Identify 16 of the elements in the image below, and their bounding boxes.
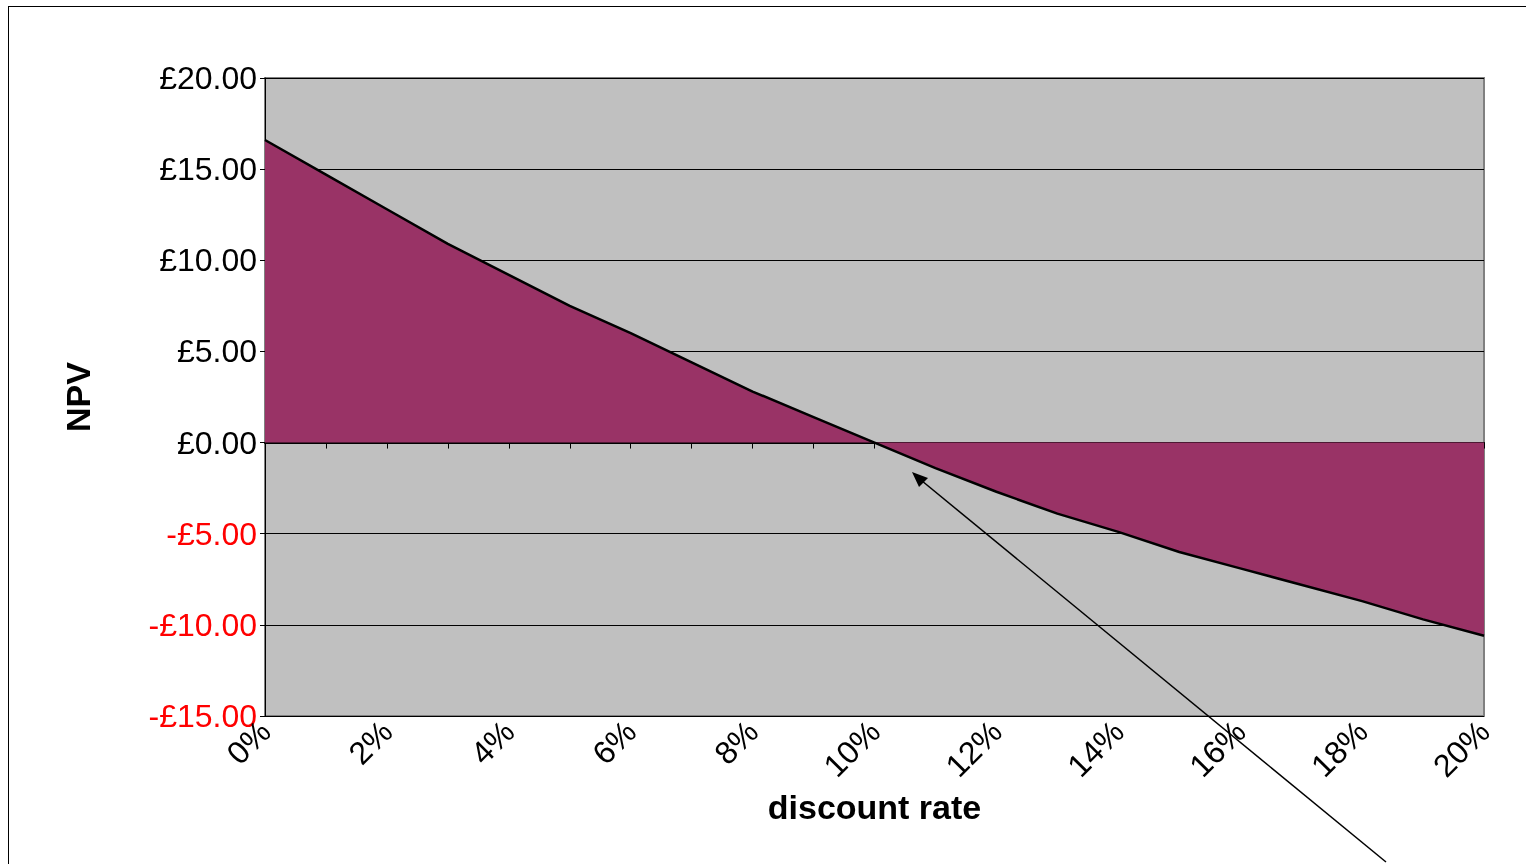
x-tick-label: 18% (1304, 713, 1375, 784)
y-tick-label: -£10.00 (148, 606, 257, 643)
y-tick-label: £20.00 (159, 60, 257, 96)
x-tick-label: 10% (816, 713, 888, 784)
y-tick-label: £10.00 (159, 242, 257, 279)
y-axis-title: NPV (59, 361, 97, 432)
x-axis-title: discount rate (767, 787, 982, 826)
y-tick-label: £5.00 (176, 333, 257, 370)
x-tick-label: 8% (707, 713, 766, 772)
x-tick-label: 2% (341, 713, 400, 772)
y-tick-label: £15.00 (159, 151, 257, 188)
y-tick-label: -£5.00 (166, 515, 257, 552)
x-tick-label: 4% (463, 713, 522, 772)
x-tick-label: 16% (1182, 713, 1253, 784)
x-tick-label: 6% (585, 713, 644, 772)
y-tick-label: £0.00 (176, 424, 257, 461)
